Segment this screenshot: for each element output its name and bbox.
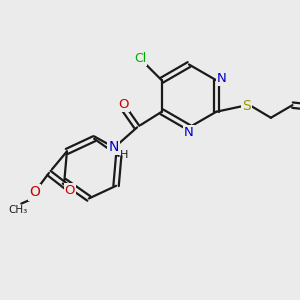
Text: H: H [119, 150, 128, 160]
Text: N: N [217, 72, 226, 85]
Text: Cl: Cl [134, 52, 146, 65]
Text: O: O [29, 185, 40, 200]
Text: CH₃: CH₃ [9, 206, 28, 215]
Text: O: O [119, 98, 129, 111]
Text: N: N [184, 126, 194, 140]
Text: S: S [242, 99, 251, 113]
Text: O: O [65, 184, 75, 197]
Text: N: N [108, 140, 118, 154]
